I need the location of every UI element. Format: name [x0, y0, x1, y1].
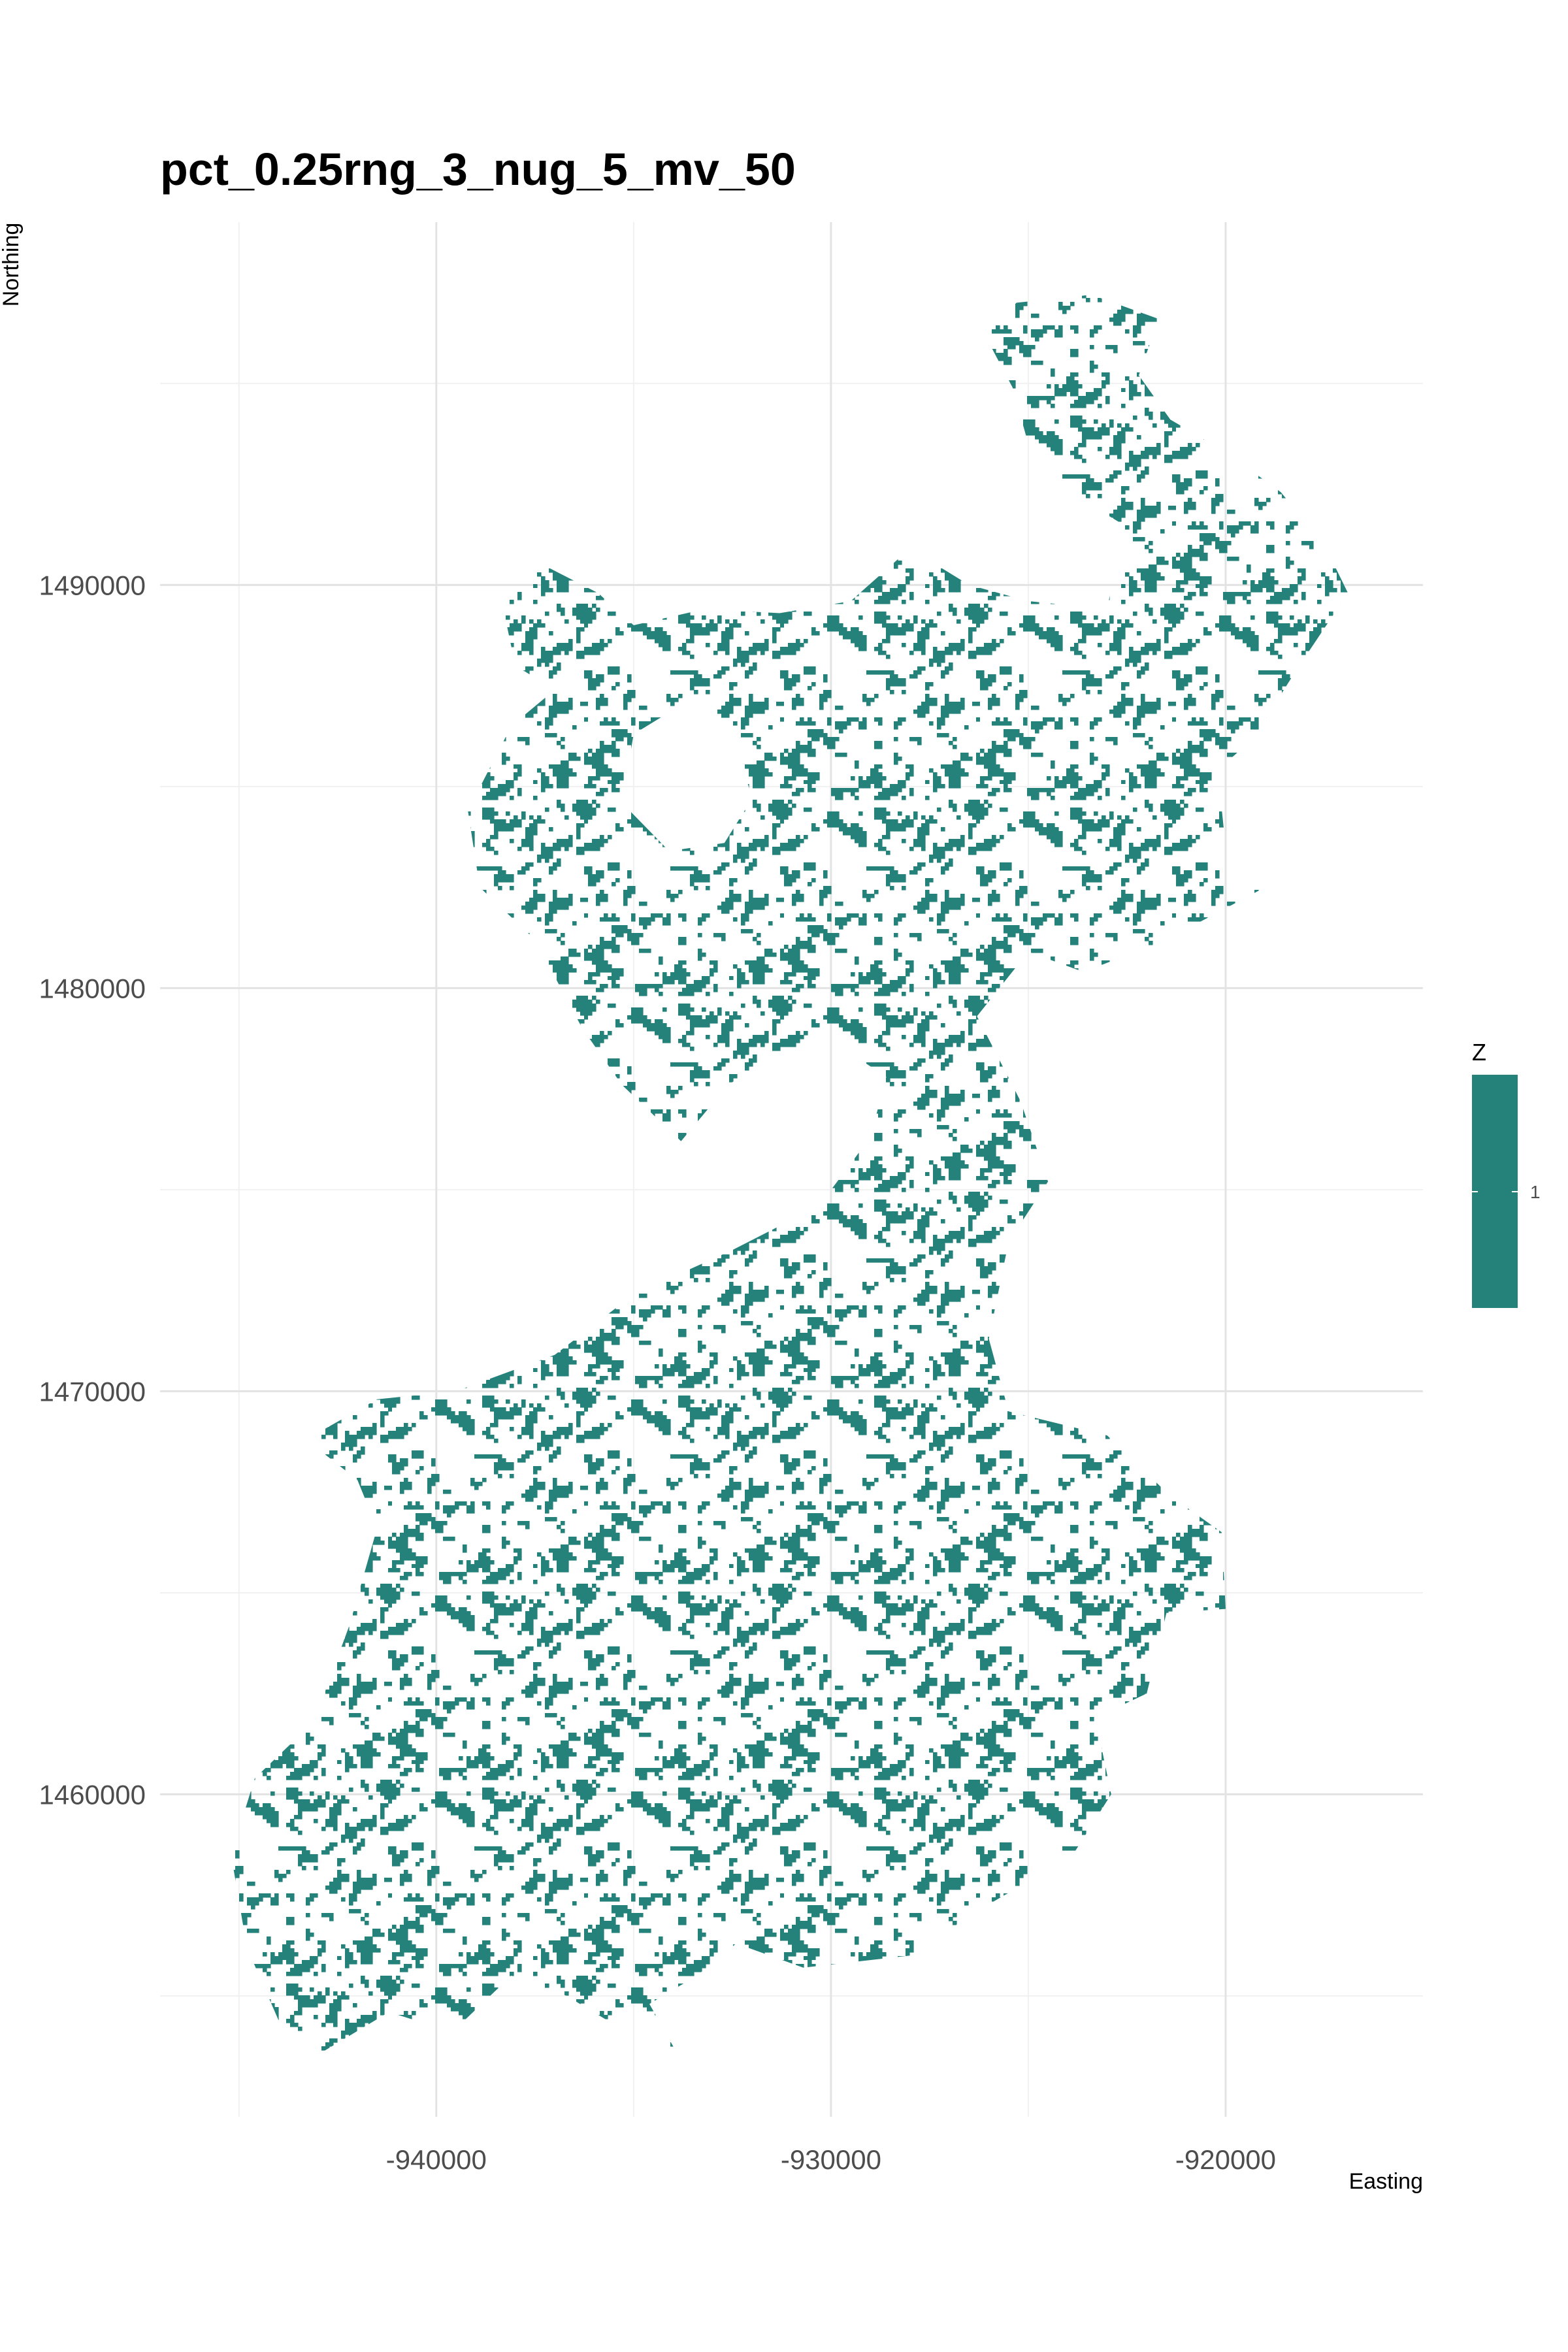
legend-title: Z	[1472, 1039, 1486, 1066]
y-tick-label: 1480000	[39, 973, 146, 1004]
legend-color-bar	[1472, 1075, 1518, 1308]
x-axis-title: Easting	[1349, 2169, 1423, 2194]
chart-title: pct_0.25rng_3_nug_5_mv_50	[160, 144, 796, 195]
y-tick-label: 1490000	[39, 570, 146, 600]
x-tick-label: -930000	[781, 2144, 881, 2175]
legend: Z 1	[1472, 1039, 1541, 1308]
y-tick-label: 1460000	[39, 1779, 146, 1810]
y-axis-title: Northing	[0, 223, 24, 307]
y-axis-ticks: 1460000 1470000 1480000 1490000	[39, 570, 146, 1810]
raster-region	[231, 295, 1348, 2061]
x-tick-label: -940000	[386, 2144, 487, 2175]
raster-fill	[231, 295, 1348, 2061]
legend-label: 1	[1530, 1182, 1541, 1202]
y-tick-label: 1470000	[39, 1376, 146, 1407]
x-tick-label: -920000	[1175, 2144, 1276, 2175]
x-axis-ticks: -940000 -930000 -920000	[386, 2144, 1276, 2175]
